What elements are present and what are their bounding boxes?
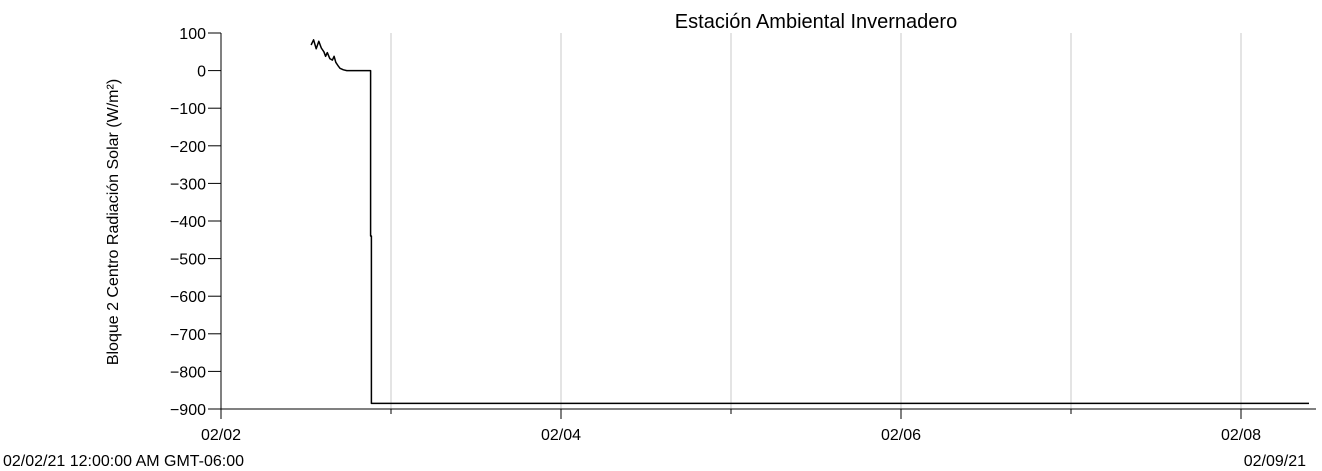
x-axis-ticks: 02/02 02/04 02/06 02/08 — [201, 409, 1261, 444]
y-tick-label: −700 — [170, 327, 206, 344]
range-start-label: 02/02/21 12:00:00 AM GMT-06:00 — [3, 453, 244, 470]
x-tick-label: 02/04 — [541, 427, 581, 444]
y-tick-label: 100 — [179, 26, 206, 43]
y-tick-label: −300 — [170, 176, 206, 193]
y-tick-label: −100 — [170, 101, 206, 118]
x-tick-label: 02/08 — [1221, 427, 1261, 444]
y-tick-label: 0 — [197, 64, 206, 81]
y-tick-label: −200 — [170, 139, 206, 156]
y-axis-label: Bloque 2 Centro Radiación Solar (W/m²) — [105, 79, 122, 365]
grid — [390, 33, 1242, 409]
y-tick-label: −900 — [170, 402, 206, 419]
y-axis-ticks: 100 0 −100 −200 −300 −400 −500 −600 −700 −800 −900 — [170, 26, 221, 419]
y-tick-label: −500 — [170, 252, 206, 269]
y-tick-label: −400 — [170, 214, 206, 231]
x-tick-label: 02/06 — [881, 427, 921, 444]
y-tick-label: −600 — [170, 289, 206, 306]
range-end-label: 02/09/21 — [1244, 453, 1306, 470]
y-tick-label: −800 — [170, 364, 206, 381]
chart-title: Estación Ambiental Invernadero — [675, 11, 957, 33]
axes — [220, 33, 1316, 410]
x-tick-label: 02/02 — [201, 427, 241, 444]
series-layer — [310, 39, 1309, 405]
series-line — [310, 39, 1309, 405]
